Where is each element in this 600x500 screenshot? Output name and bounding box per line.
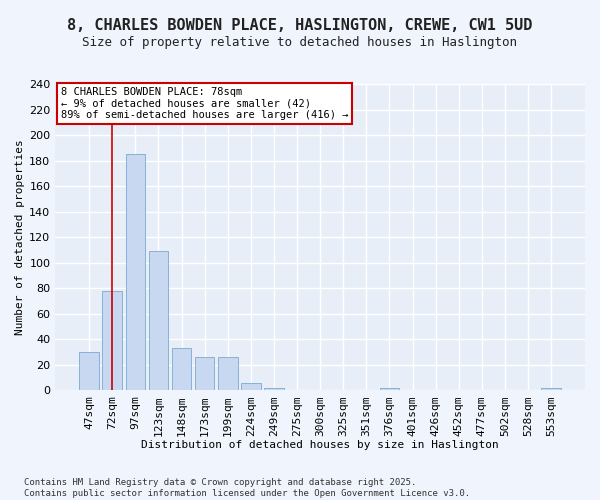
Text: 8, CHARLES BOWDEN PLACE, HASLINGTON, CREWE, CW1 5UD: 8, CHARLES BOWDEN PLACE, HASLINGTON, CRE…: [67, 18, 533, 32]
Bar: [79, 352, 99, 391]
Bar: [218, 358, 238, 390]
Bar: [380, 388, 399, 390]
Bar: [149, 252, 168, 390]
Bar: [125, 154, 145, 390]
Bar: [264, 388, 284, 390]
Y-axis label: Number of detached properties: Number of detached properties: [15, 140, 25, 335]
X-axis label: Distribution of detached houses by size in Haslington: Distribution of detached houses by size …: [141, 440, 499, 450]
Bar: [103, 291, 122, 390]
Bar: [195, 358, 214, 390]
Text: Size of property relative to detached houses in Haslington: Size of property relative to detached ho…: [83, 36, 517, 49]
Text: Contains HM Land Registry data © Crown copyright and database right 2025.
Contai: Contains HM Land Registry data © Crown c…: [24, 478, 470, 498]
Bar: [541, 388, 561, 390]
Text: 8 CHARLES BOWDEN PLACE: 78sqm
← 9% of detached houses are smaller (42)
89% of se: 8 CHARLES BOWDEN PLACE: 78sqm ← 9% of de…: [61, 87, 348, 120]
Bar: [172, 348, 191, 391]
Bar: [241, 383, 260, 390]
